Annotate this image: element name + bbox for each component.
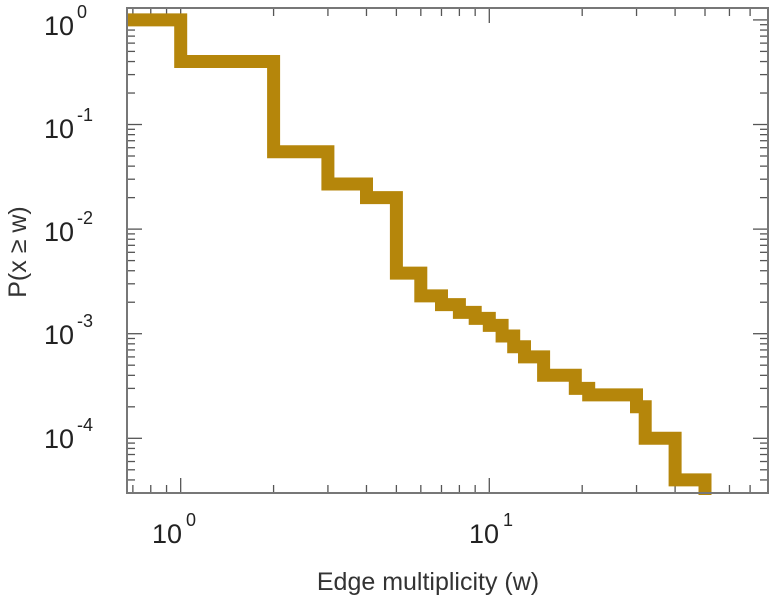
series-line — [127, 13, 712, 495]
y-axis-title: P(x ≥ w) — [4, 206, 32, 298]
y-tick-label-3-base: 10 — [44, 320, 74, 350]
x-axis-title: Edge multiplicity (w) — [317, 568, 539, 596]
major-ticks — [127, 8, 768, 493]
minor-ticks — [127, 8, 769, 494]
y-tick-label-0-base: 10 — [44, 11, 74, 41]
y-tick-label-4-exp: -4 — [77, 415, 93, 435]
y-tick-label-2-base: 10 — [44, 217, 74, 247]
y-tick-labels: 10 0 10 -1 10 -2 10 -3 10 -4 — [44, 2, 93, 454]
y-tick-label-0-exp: 0 — [77, 2, 87, 22]
y-tick-label-3-exp: -3 — [77, 311, 93, 331]
x-tick-label-1-exp: 1 — [503, 510, 513, 530]
plot-frame — [126, 7, 769, 494]
x-tick-label-0-base: 10 — [152, 519, 182, 549]
x-tick-labels: 10 0 10 1 — [152, 510, 513, 549]
y-tick-label-2-exp: -2 — [77, 208, 93, 228]
y-tick-label-4-base: 10 — [44, 424, 74, 454]
x-tick-label-0-exp: 0 — [186, 510, 196, 530]
y-tick-label-1-exp: -1 — [77, 105, 93, 125]
y-tick-label-1-base: 10 — [44, 114, 74, 144]
x-tick-label-1-base: 10 — [469, 519, 499, 549]
